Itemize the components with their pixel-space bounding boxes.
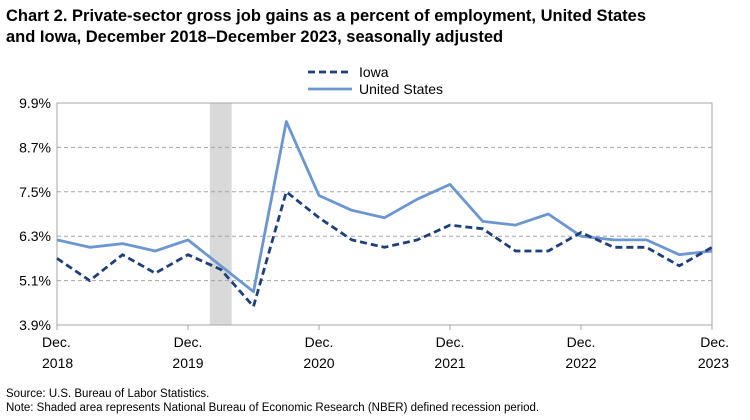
chart-title: Chart 2. Private-sector gross job gains … xyxy=(6,6,744,48)
shading-note: Note: Shaded area represents National Bu… xyxy=(6,402,540,414)
x-tick-label: Dec. xyxy=(567,334,596,350)
x-tick-label: Dec. xyxy=(700,334,729,350)
plot-area-border xyxy=(56,102,713,326)
legend-label-iowa: Iowa xyxy=(359,64,389,80)
x-tick-label: 2021 xyxy=(434,355,465,371)
line-chart: 3.9% 5.1% 6.3% 7.5% 8.7% 9.9% Dec. 2018 Dec. 2019… xyxy=(19,64,729,371)
x-tick-label: Dec. xyxy=(42,334,71,350)
x-tick-label: 2018 xyxy=(42,355,73,371)
x-tick-label: 2023 xyxy=(698,355,729,371)
chart-title-line-1: Chart 2. Private-sector gross job gains … xyxy=(6,7,647,25)
x-tick-label: 2022 xyxy=(565,355,596,371)
y-tick-label: 7.5% xyxy=(19,184,51,200)
y-tick-label: 8.7% xyxy=(19,139,51,155)
y-tick-label: 5.1% xyxy=(19,273,51,289)
x-tick-label: Dec. xyxy=(174,334,203,350)
legend-label-united-states: United States xyxy=(359,81,443,97)
chart-title-line-2: and Iowa, December 2018–December 2023, s… xyxy=(6,28,504,46)
series-line-iowa xyxy=(56,190,713,308)
source-note: Source: U.S. Bureau of Labor Statistics. xyxy=(6,388,210,400)
x-tick-label: Dec. xyxy=(436,334,465,350)
y-tick-label: 9.9% xyxy=(19,95,51,111)
series-line-united-states xyxy=(56,120,713,294)
y-tick-label: 3.9% xyxy=(19,317,51,333)
footnotes: Source: U.S. Bureau of Labor Statistics.… xyxy=(6,387,539,415)
recession-shading xyxy=(209,103,232,325)
y-tick-label: 6.3% xyxy=(19,228,51,244)
x-tick-label: Dec. xyxy=(305,334,334,350)
x-tick-label: 2019 xyxy=(172,355,203,371)
x-tick-label: 2020 xyxy=(303,355,334,371)
